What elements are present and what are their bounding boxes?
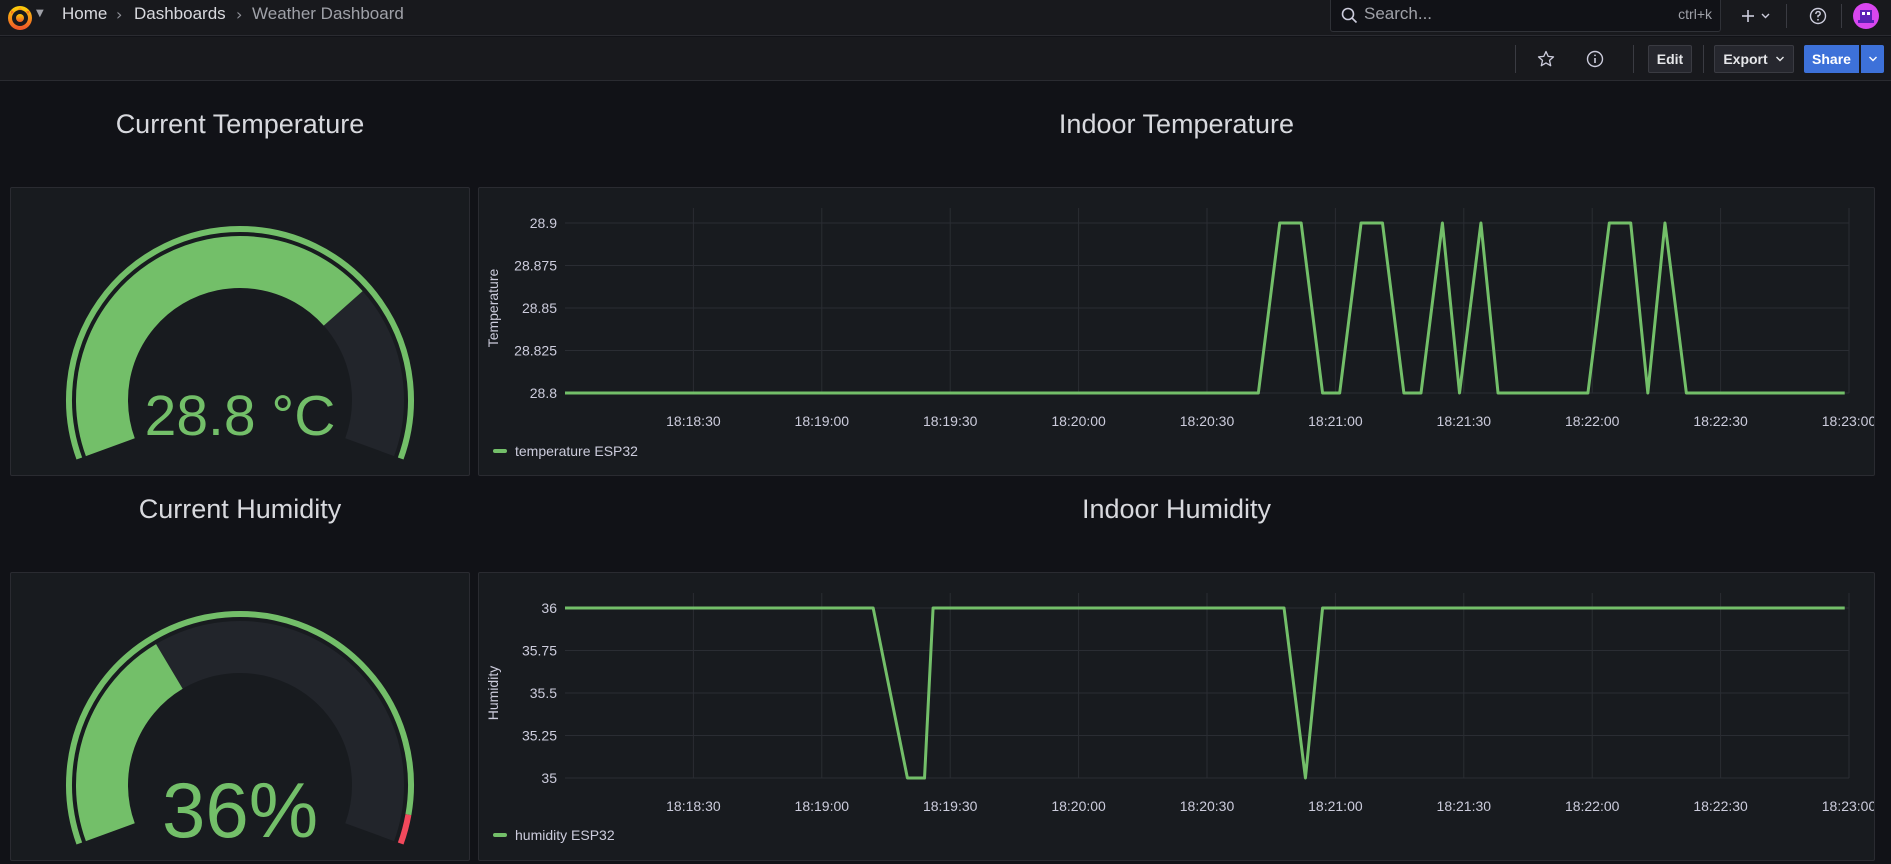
legend-temperature[interactable]: temperature ESP32 (493, 443, 638, 459)
temperature-series-line (565, 221, 1845, 395)
x-tick-label: 18:23:00 (1822, 798, 1874, 813)
x-tick-label: 18:19:00 (795, 413, 850, 428)
divider (1703, 45, 1704, 73)
avatar[interactable] (1852, 2, 1880, 30)
search-shortcut: ctrl+k (1678, 6, 1712, 22)
x-tick-label: 18:22:30 (1693, 798, 1748, 813)
breadcrumb-separator: › (116, 5, 123, 24)
y-tick-label: 28.825 (514, 343, 557, 359)
gauge-panel-temperature[interactable]: 28.8 °C (10, 187, 470, 476)
y-axis-label: Temperature (485, 268, 501, 347)
divider (1841, 4, 1842, 28)
legend-label: temperature ESP32 (515, 443, 638, 459)
panel-title-indoor-temperature: Indoor Temperature (1058, 109, 1295, 139)
edit-button-label: Edit (1656, 51, 1684, 67)
divider (1633, 45, 1634, 73)
y-tick-label: 28.8 (530, 385, 557, 401)
legend-swatch (493, 449, 507, 453)
y-tick-label: 28.875 (514, 258, 557, 274)
chevron-down-icon (1868, 56, 1877, 62)
x-tick-label: 18:21:30 (1437, 413, 1492, 428)
chart-panel-temperature[interactable]: 28.9 28.875 28.85 28.825 28.8 18:18:30 18:19:0… (478, 187, 1876, 476)
x-tick-label: 18:19:30 (923, 798, 978, 813)
y-tick-label: 28.85 (522, 300, 557, 316)
x-tick-label: 18:22:00 (1565, 413, 1620, 428)
divider (1786, 4, 1787, 28)
humidity-gauge (66, 611, 414, 845)
x-tick-label: 18:21:30 (1437, 798, 1492, 813)
panel-title-indoor-humidity: Indoor Humidity (1081, 494, 1272, 524)
temperature-gauge (66, 226, 414, 460)
legend-swatch (493, 833, 507, 837)
share-button[interactable]: Share (1804, 45, 1859, 73)
breadcrumb-dashboards[interactable]: Dashboards (134, 4, 226, 23)
humidity-gauge-value-arc (76, 644, 184, 842)
legend-label: humidity ESP32 (515, 827, 615, 843)
star-icon[interactable] (1534, 47, 1558, 71)
y-tick-label: 35.75 (522, 643, 557, 659)
export-button-label: Export (1723, 51, 1768, 67)
export-button[interactable]: Export (1714, 45, 1794, 73)
search-icon (1341, 7, 1358, 28)
gauge-value-humidity: 36% (161, 766, 319, 854)
chevron-down-icon (1775, 56, 1784, 62)
humidity-chart: 36 35.75 35.5 35.25 35 18:18:30 18:19:00 18:19:… (485, 593, 1876, 814)
breadcrumb-separator: › (236, 5, 243, 24)
plus-icon[interactable] (1737, 4, 1777, 28)
breadcrumb-home[interactable]: Home (62, 4, 108, 23)
y-tick-label: 35.25 (522, 728, 557, 744)
humidity-series-line (565, 606, 1845, 780)
humidity-gauge-threshold-red-arc (397, 814, 412, 845)
y-tick-label: 36 (541, 600, 557, 616)
x-tick-label: 18:20:30 (1180, 798, 1235, 813)
y-axis-label: Humidity (485, 666, 501, 720)
x-tick-label: 18:22:30 (1693, 413, 1748, 428)
x-tick-label: 18:19:30 (923, 413, 978, 428)
edit-button[interactable]: Edit (1648, 45, 1692, 73)
panel-title-current-humidity: Current Humidity (138, 494, 342, 524)
chevron-down-icon[interactable]: ▼ (36, 8, 44, 19)
search-placeholder: Search... (1364, 4, 1433, 23)
share-button-label: Share (1812, 51, 1851, 67)
share-options-button[interactable] (1861, 45, 1884, 73)
x-tick-label: 18:23:00 (1822, 413, 1874, 428)
y-tick-label: 35 (541, 770, 557, 786)
temperature-chart: 28.9 28.875 28.85 28.825 28.8 18:18:30 18:19:0… (485, 208, 1876, 429)
humidity-gauge-threshold-arc (66, 611, 414, 845)
x-tick-label: 18:18:30 (666, 798, 721, 813)
chart-panel-humidity[interactable]: 36 35.75 35.5 35.25 35 18:18:30 18:19:00 18:19:… (478, 572, 1876, 861)
y-tick-label: 28.9 (530, 215, 557, 231)
x-tick-label: 18:22:00 (1565, 798, 1620, 813)
divider (1515, 45, 1516, 73)
x-tick-label: 18:20:00 (1051, 413, 1106, 428)
x-tick-label: 18:19:00 (795, 798, 850, 813)
x-tick-label: 18:18:30 (666, 413, 721, 428)
legend-humidity[interactable]: humidity ESP32 (493, 827, 615, 843)
help-icon[interactable] (1806, 4, 1830, 28)
gauge-value-temperature: 28.8 °C (144, 384, 336, 448)
dashboard-toolbar: Edit Export Share (0, 37, 1891, 81)
panel-title-current-temperature: Current Temperature (115, 109, 365, 139)
grafana-logo-icon[interactable] (6, 3, 34, 35)
x-tick-label: 18:20:30 (1180, 413, 1235, 428)
info-icon[interactable] (1583, 47, 1607, 71)
gauge-panel-humidity[interactable]: 36% (10, 572, 470, 861)
temperature-gauge-threshold-arc (66, 226, 414, 460)
x-tick-label: 18:21:00 (1308, 798, 1363, 813)
y-tick-label: 35.5 (530, 685, 557, 701)
x-tick-label: 18:20:00 (1051, 798, 1106, 813)
x-tick-label: 18:21:00 (1308, 413, 1363, 428)
search-input[interactable]: Search... ctrl+k (1330, 0, 1721, 32)
breadcrumb-current: Weather Dashboard (252, 4, 404, 23)
temperature-gauge-value-arc (76, 236, 363, 457)
top-nav-bar: ▼ Home › Dashboards › Weather Dashboard … (0, 0, 1891, 36)
